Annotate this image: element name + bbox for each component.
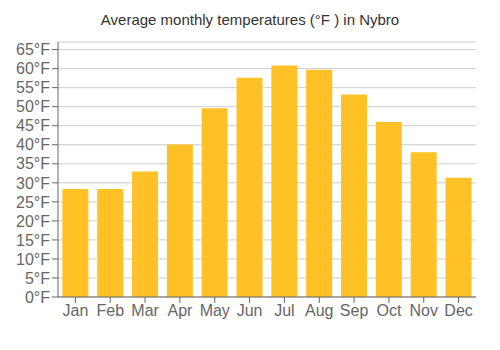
- svg-text:20°F: 20°F: [16, 213, 50, 230]
- html-text:Average monthly temperatures (: Average monthly temperatures (°F ) in Ny…: [100, 11, 400, 28]
- svg-text:Feb: Feb: [96, 302, 124, 319]
- svg-text:Jul: Jul: [274, 302, 294, 319]
- svg-text:Apr: Apr: [167, 302, 193, 319]
- svg-text:10°F: 10°F: [16, 251, 50, 268]
- svg-text:60°F: 60°F: [16, 60, 50, 77]
- svg-text:40°F: 40°F: [16, 136, 50, 153]
- svg-text:5°F: 5°F: [25, 270, 50, 287]
- svg-text:65°F: 65°F: [16, 41, 50, 58]
- svg-text:25°F: 25°F: [16, 194, 50, 211]
- svg-text:Dec: Dec: [444, 302, 472, 319]
- svg-text:30°F: 30°F: [16, 175, 50, 192]
- svg-text:55°F: 55°F: [16, 79, 50, 96]
- svg-text:Sep: Sep: [340, 302, 369, 319]
- svg-text:May: May: [200, 302, 230, 319]
- svg-text:Oct: Oct: [376, 302, 401, 319]
- svg-text:50°F: 50°F: [16, 98, 50, 115]
- svg-text:35°F: 35°F: [16, 155, 50, 172]
- svg-text:Jun: Jun: [237, 302, 263, 319]
- svg-text:45°F: 45°F: [16, 117, 50, 134]
- svg-text:Nov: Nov: [410, 302, 438, 319]
- svg-text:0°F: 0°F: [25, 289, 50, 306]
- svg-text:15°F: 15°F: [16, 232, 50, 249]
- svg-text:Mar: Mar: [131, 302, 159, 319]
- svg-text:Aug: Aug: [305, 302, 333, 319]
- svg-text:Jan: Jan: [63, 302, 89, 319]
